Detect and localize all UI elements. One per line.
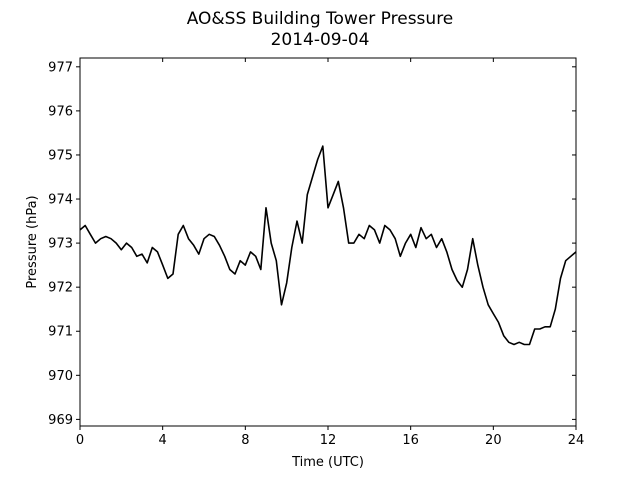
x-axis-label: Time (UTC) bbox=[291, 455, 364, 470]
y-tick-label: 977 bbox=[48, 60, 73, 75]
x-tick-label: 8 bbox=[241, 433, 249, 448]
y-tick-label: 975 bbox=[48, 148, 73, 163]
x-tick-label: 4 bbox=[159, 433, 167, 448]
y-tick-label: 976 bbox=[48, 104, 73, 119]
y-axis-label: Pressure (hPa) bbox=[25, 195, 40, 288]
chart-title: AO&SS Building Tower Pressure bbox=[187, 9, 454, 29]
x-tick-label: 12 bbox=[320, 433, 337, 448]
x-tick-label: 0 bbox=[76, 433, 84, 448]
y-tick-label: 974 bbox=[48, 193, 73, 208]
chart-subtitle: 2014-09-04 bbox=[271, 30, 370, 50]
plot-frame bbox=[79, 57, 577, 427]
x-tick-label: 20 bbox=[485, 433, 502, 448]
y-tick-label: 969 bbox=[48, 413, 73, 428]
pressure-series-line bbox=[79, 145, 577, 346]
plot-area: 0 4 8 12 16 20 24 969 970 971 972 973 974 975 976 977 bbox=[48, 57, 585, 448]
x-tick-label: 16 bbox=[402, 433, 419, 448]
y-tick-label: 972 bbox=[48, 281, 73, 296]
y-tick-label: 971 bbox=[48, 325, 73, 340]
y-tick-label: 970 bbox=[48, 369, 73, 384]
x-tick-label: 24 bbox=[568, 433, 585, 448]
y-tick-label: 973 bbox=[48, 237, 73, 252]
